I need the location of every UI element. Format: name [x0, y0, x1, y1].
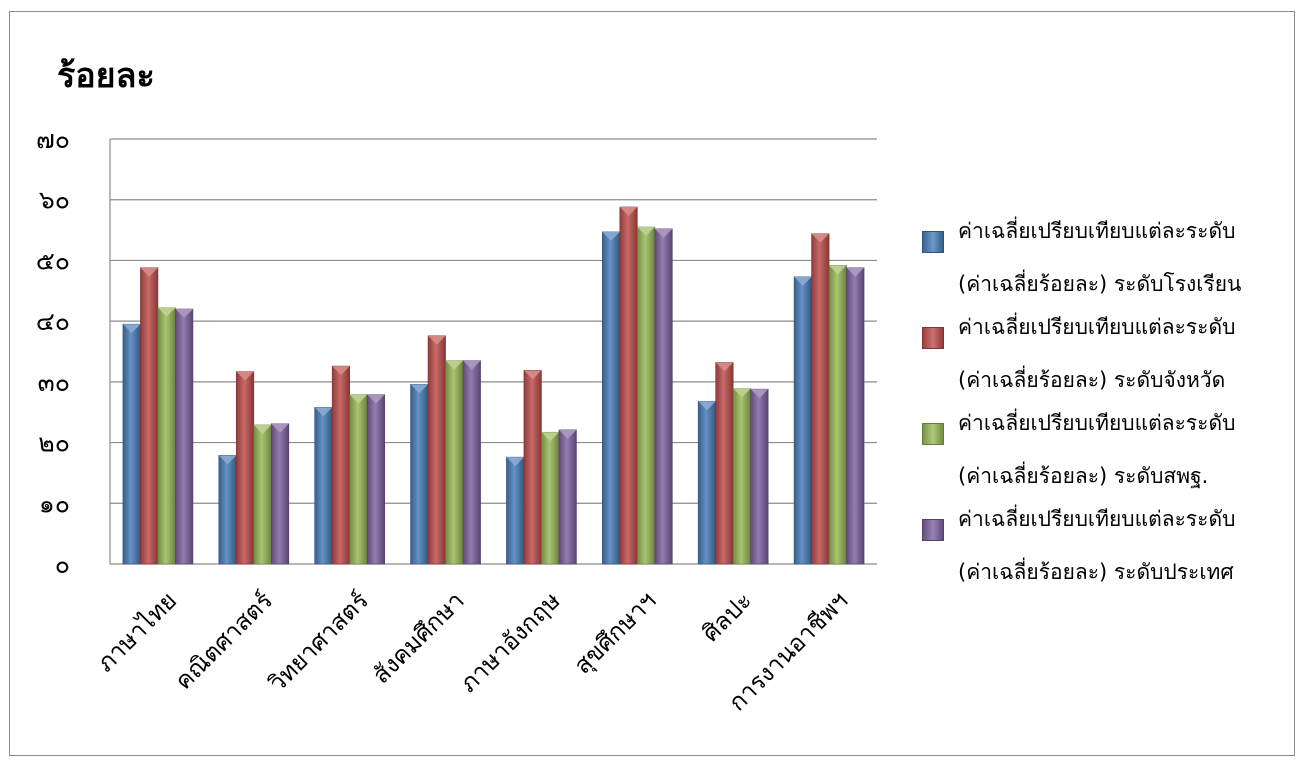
bar-cap-series4-1 [175, 309, 193, 318]
bar-series4-2 [271, 423, 290, 565]
legend-label-line1: ค่าเฉลี่ยเปรียบเทียบแต่ละระดับ [958, 411, 1236, 435]
y-tick-label: ๗๐ [36, 125, 70, 154]
chart-frame [9, 11, 1295, 756]
bar-cap-series1-3 [314, 407, 333, 417]
bar-cap-series4-2 [271, 423, 289, 433]
y-tick-label: ๒๐ [38, 429, 70, 458]
y-tick-label: ๔๐ [36, 307, 70, 336]
bar-series1-2 [218, 455, 237, 565]
legend-label-line1: ค่าเฉลี่ยเปรียบเทียบแต่ละระดับ [958, 507, 1236, 531]
bar-series3-2 [253, 424, 272, 565]
x-tick-label: วิทยาศาสตร์ [263, 586, 374, 697]
bar-series4-8 [846, 267, 865, 565]
bar-cap-series1-8 [794, 276, 812, 286]
chart-title: ร้อยละ [57, 56, 155, 96]
bar-series2-5 [523, 370, 542, 565]
bar-series3-3 [349, 394, 368, 565]
y-tick-label: ๕๐ [36, 246, 70, 275]
bar-cap-series4-7 [750, 389, 769, 399]
bar-cap-series1-4 [410, 384, 429, 394]
bar-cap-series2-4 [428, 335, 446, 345]
bar-series1-7 [697, 400, 716, 565]
bar-cap-series3-5 [541, 432, 559, 442]
y-tick-label: ๓๐ [38, 368, 70, 397]
bar-series2-1 [140, 267, 159, 565]
bar-series3-6 [637, 226, 656, 565]
bar-series2-8 [811, 233, 830, 565]
bar-cap-series2-3 [332, 366, 350, 376]
bar-series2-7 [715, 362, 734, 565]
x-tick-label: ศิลปะ [697, 586, 758, 647]
bar-series3-7 [732, 388, 751, 565]
bar-cap-series3-6 [637, 227, 655, 237]
x-tick-label: ภาษาไทย [91, 586, 182, 677]
chart-legend: ค่าเฉลี่ยเปรียบเทียบแต่ละระดับ (ค่าเฉลี่ย… [918, 205, 1298, 589]
bar-series2-3 [331, 365, 350, 565]
bar-cap-series1-1 [122, 324, 141, 334]
bar-cap-series1-5 [506, 457, 524, 467]
bar-series4-1 [175, 308, 194, 565]
bar-cap-series3-7 [733, 388, 751, 398]
bar-series3-1 [157, 307, 176, 565]
y-tick-label: ๖๐ [39, 186, 70, 215]
legend-label-line2: (ค่าเฉลี่ยร้อยละ) ระดับประเทศ [958, 560, 1234, 584]
bar-series1-4 [410, 383, 429, 565]
x-tick-label: สุขศึกษาฯ [569, 586, 663, 680]
bar-cap-series3-4 [445, 360, 464, 370]
x-tick-label: สังคมศึกษา [367, 586, 470, 689]
bar-series3-4 [445, 360, 464, 565]
bar-series4-3 [366, 394, 385, 565]
legend-swatch [922, 231, 944, 253]
bar-series2-6 [619, 206, 638, 565]
legend-label-line2: (ค่าเฉลี่ยร้อยละ) ระดับสพฐ. [958, 464, 1209, 488]
bar-cap-series1-6 [602, 231, 620, 241]
bar-series4-4 [462, 360, 481, 565]
bar-cap-series3-3 [349, 394, 368, 404]
bar-cap-series2-6 [619, 207, 638, 216]
bar-series4-5 [558, 429, 577, 565]
bar-cap-series4-5 [558, 429, 577, 439]
bar-cap-series4-6 [654, 228, 673, 238]
bar-series2-4 [427, 335, 446, 565]
bar-cap-series3-8 [829, 265, 847, 275]
legend-label-line2: (ค่าเฉลี่ยร้อยละ) ระดับโรงเรียน [958, 272, 1242, 296]
legend-swatch [922, 327, 944, 349]
bar-series1-5 [506, 456, 525, 565]
legend-label-line2: (ค่าเฉลี่ยร้อยละ) ระดับจังหวัด [958, 368, 1226, 392]
bar-cap-series1-2 [218, 455, 237, 465]
bar-cap-series1-7 [698, 401, 716, 411]
bar-series3-5 [541, 431, 560, 565]
bar-cap-series4-3 [367, 394, 385, 404]
legend-item: ค่าเฉลี่ยเปรียบเทียบแต่ละระดับ (ค่าเฉลี่ย… [918, 493, 1298, 589]
bar-cap-series2-2 [236, 371, 254, 381]
legend-item: ค่าเฉลี่ยเปรียบเทียบแต่ละระดับ (ค่าเฉลี่ย… [918, 301, 1298, 397]
bar-series1-8 [793, 276, 812, 565]
y-tick-label: ๐ [55, 550, 70, 579]
bar-series1-3 [314, 407, 333, 565]
y-tick-label: ๑๐ [39, 489, 70, 518]
legend-swatch [922, 423, 944, 445]
bar-cap-series4-8 [846, 267, 865, 277]
bar-series2-2 [236, 371, 255, 565]
x-tick-label: คณิตศาสตร์ [169, 586, 278, 695]
bar-cap-series3-2 [253, 424, 272, 434]
bar-series3-8 [828, 264, 847, 565]
legend-swatch [922, 519, 944, 541]
bar-cap-series2-5 [523, 370, 542, 380]
bar-series1-1 [122, 323, 141, 565]
legend-item: ค่าเฉลี่ยเปรียบเทียบแต่ละระดับ (ค่าเฉลี่ย… [918, 397, 1298, 493]
bar-cap-series3-1 [157, 307, 176, 317]
bar-series4-6 [654, 228, 673, 565]
bar-cap-series2-7 [715, 362, 734, 372]
x-tick-label: ภาษาอังกฤษ [454, 586, 565, 697]
legend-label-line1: ค่าเฉลี่ยเปรียบเทียบแต่ละระดับ [958, 219, 1236, 243]
bar-cap-series4-4 [463, 360, 481, 370]
bar-series1-6 [602, 231, 621, 565]
legend-item: ค่าเฉลี่ยเปรียบเทียบแต่ละระดับ (ค่าเฉลี่ย… [918, 205, 1298, 301]
bar-series4-7 [750, 388, 769, 565]
legend-label-line1: ค่าเฉลี่ยเปรียบเทียบแต่ละระดับ [958, 315, 1236, 339]
bar-cap-series2-1 [140, 267, 158, 277]
bar-cap-series2-8 [811, 233, 830, 243]
